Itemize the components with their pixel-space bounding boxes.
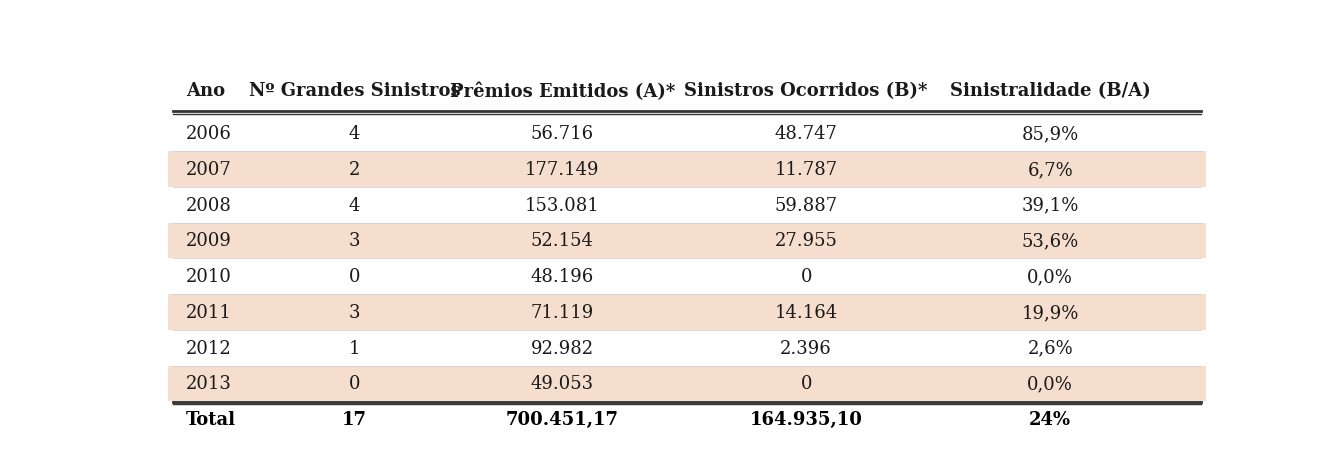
Text: 85,9%: 85,9% [1021,125,1079,143]
Text: 0,0%: 0,0% [1028,375,1073,393]
Text: Ano: Ano [186,82,225,100]
Text: 0: 0 [348,375,360,393]
Text: 92.982: 92.982 [531,339,594,357]
Text: 14.164: 14.164 [775,303,838,321]
Text: 2: 2 [348,161,360,179]
Text: Sinistralidade (B/A): Sinistralidade (B/A) [950,82,1151,100]
Text: 48.196: 48.196 [531,268,594,286]
Text: 164.935,10: 164.935,10 [750,410,863,428]
FancyBboxPatch shape [168,366,1206,401]
Text: Nº Grandes Sinistros: Nº Grandes Sinistros [249,82,460,100]
Text: 0: 0 [348,268,360,286]
Text: 59.887: 59.887 [775,196,838,214]
Text: Prêmios Emitidos (A)*: Prêmios Emitidos (A)* [449,82,675,100]
Text: 2007: 2007 [186,161,232,179]
Text: 52.154: 52.154 [531,232,594,250]
FancyBboxPatch shape [168,330,1206,366]
Text: 2012: 2012 [186,339,232,357]
FancyBboxPatch shape [168,152,1206,188]
Text: 3: 3 [348,232,360,250]
Text: 0: 0 [800,268,812,286]
Text: 2011: 2011 [186,303,232,321]
FancyBboxPatch shape [168,259,1206,294]
Text: 700.451,17: 700.451,17 [505,410,619,428]
Text: 2008: 2008 [186,196,232,214]
Text: 4: 4 [348,125,360,143]
Text: 153.081: 153.081 [525,196,599,214]
Text: 3: 3 [348,303,360,321]
Text: 49.053: 49.053 [531,375,594,393]
Text: 48.747: 48.747 [775,125,838,143]
Text: 2009: 2009 [186,232,232,250]
FancyBboxPatch shape [168,66,1206,116]
Text: Total: Total [186,410,236,428]
FancyBboxPatch shape [168,223,1206,259]
Text: 6,7%: 6,7% [1028,161,1073,179]
Text: 11.787: 11.787 [775,161,838,179]
Text: 27.955: 27.955 [775,232,838,250]
Text: 1: 1 [348,339,360,357]
Text: 2013: 2013 [186,375,232,393]
Text: 2010: 2010 [186,268,232,286]
Text: 17: 17 [342,410,367,428]
Text: 56.716: 56.716 [531,125,594,143]
Text: 2,6%: 2,6% [1028,339,1073,357]
Text: 24%: 24% [1029,410,1071,428]
Text: Sinistros Ocorridos (B)*: Sinistros Ocorridos (B)* [685,82,927,100]
Text: 2006: 2006 [186,125,232,143]
Text: 0: 0 [800,375,812,393]
FancyBboxPatch shape [168,116,1206,152]
Text: 0,0%: 0,0% [1028,268,1073,286]
FancyBboxPatch shape [168,401,1206,437]
Text: 2.396: 2.396 [780,339,832,357]
FancyBboxPatch shape [168,188,1206,223]
Text: 19,9%: 19,9% [1021,303,1079,321]
Text: 53,6%: 53,6% [1021,232,1079,250]
Text: 39,1%: 39,1% [1021,196,1079,214]
Text: 71.119: 71.119 [531,303,594,321]
Text: 4: 4 [348,196,360,214]
FancyBboxPatch shape [168,294,1206,330]
Text: 177.149: 177.149 [525,161,599,179]
